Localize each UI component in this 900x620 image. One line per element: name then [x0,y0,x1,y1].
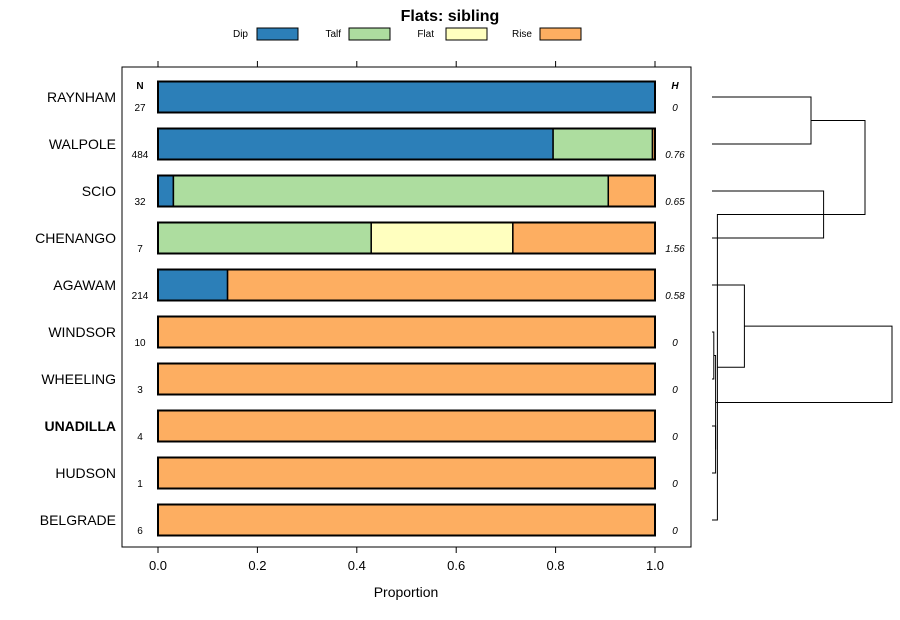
legend-swatch-flat [445,27,488,41]
bar-outline [157,456,656,490]
bar-segment-talf [172,174,610,208]
bar-outline [157,409,656,443]
n-value: 3 [137,385,143,396]
category-label: RAYNHAM [47,89,116,105]
bar-segment-rise [157,456,656,490]
dendrogram-link [713,355,717,450]
bar-rows: RAYNHAM 27 0 WALPOLE 484 0.76 SCIO 32 0.65 CHENAN… [35,80,685,537]
chart-title: Flats: sibling [401,8,500,25]
legend-swatch-rise [539,27,582,41]
h-value: 0.76 [665,150,685,161]
dendrogram-link [712,425,717,474]
legend: Dip Talf Flat Rise [233,27,582,41]
h-column-header: H [671,81,679,92]
bar-segment-flat [370,221,514,255]
legend-swatch-talf [348,27,391,41]
x-axis: 0.0 0.2 0.4 0.6 0.8 1.0 [149,61,664,573]
x-tick-label: 0.0 [149,558,167,573]
bar-row: WHEELING 3 0 [41,362,678,396]
bar-segment-rise [607,174,656,208]
n-value: 6 [137,526,143,537]
n-value: 32 [134,197,146,208]
bar-segment-rise [157,409,656,443]
h-value: 0 [672,432,678,443]
bar-outline [157,174,656,208]
bar-segment-rise [157,315,656,349]
bar-row: SCIO 32 0.65 [82,174,685,208]
category-label: UNADILLA [44,418,116,434]
category-label: HUDSON [55,465,116,481]
n-value: 10 [134,338,146,349]
bar-row: CHENANGO 7 1.56 [35,221,685,255]
bar-outline [157,362,656,396]
h-value: 0.65 [665,197,685,208]
h-value: 0 [672,338,678,349]
bar-segment-dip [157,174,175,208]
bar-row: AGAWAM 214 0.58 [53,268,685,302]
h-value: 0.58 [665,291,685,302]
bar-outline [157,80,656,114]
dendrogram [712,96,893,521]
category-label: WHEELING [41,371,116,387]
bar-segment-dip [157,127,554,161]
n-value: 484 [132,150,149,161]
dendrogram-link [712,331,715,380]
category-label: WINDSOR [48,324,116,340]
h-value: 0 [672,103,678,114]
bar-segment-rise [157,503,656,537]
bar-outline [157,315,656,349]
x-tick-label: 0.2 [248,558,266,573]
n-value: 4 [137,432,143,443]
bar-row: UNADILLA 4 0 [44,409,678,443]
legend-label-flat: Flat [417,29,434,40]
n-value: 7 [137,244,143,255]
bar-row: RAYNHAM 27 0 [47,80,678,114]
bar-segment-talf [157,221,372,255]
x-tick-label: 0.4 [348,558,366,573]
h-value: 1.56 [665,244,685,255]
bar-row: WALPOLE 484 0.76 [49,127,685,161]
h-value: 0 [672,479,678,490]
bar-outline [157,503,656,537]
bar-segment-rise [157,362,656,396]
n-value: 214 [132,291,149,302]
bar-row: BELGRADE 6 0 [40,503,678,537]
bar-segment-dip [157,268,229,302]
bar-row: WINDSOR 10 0 [48,315,678,349]
h-value: 0 [672,526,678,537]
plot-frame [121,66,692,548]
bar-segment-rise [226,268,656,302]
bar-outline [157,268,656,302]
category-label: SCIO [82,183,116,199]
n-value: 1 [137,479,143,490]
bar-segment-dip [157,80,656,114]
category-label: BELGRADE [40,512,116,528]
bar-outline [157,127,656,161]
legend-label-rise: Rise [512,29,532,40]
dendrogram-link [712,96,812,145]
legend-label-talf: Talf [325,29,341,40]
n-value: 27 [134,103,146,114]
x-axis-title: Proportion [374,584,439,600]
bar-segment-rise [512,221,656,255]
dendrogram-link [811,120,866,215]
dendrogram-link [715,325,893,403]
bar-segment-talf [552,127,654,161]
category-label: AGAWAM [53,277,116,293]
n-column-header: N [136,81,143,92]
x-tick-label: 0.8 [547,558,565,573]
h-value: 0 [672,385,678,396]
dendrogram-link [712,284,745,368]
legend-swatch-dip [256,27,299,41]
bar-outline [157,221,656,255]
category-label: CHENANGO [35,230,116,246]
legend-label-dip: Dip [233,29,248,40]
x-tick-label: 0.6 [447,558,465,573]
category-label: WALPOLE [49,136,116,152]
bar-row: HUDSON 1 0 [55,456,678,490]
x-tick-label: 1.0 [646,558,664,573]
